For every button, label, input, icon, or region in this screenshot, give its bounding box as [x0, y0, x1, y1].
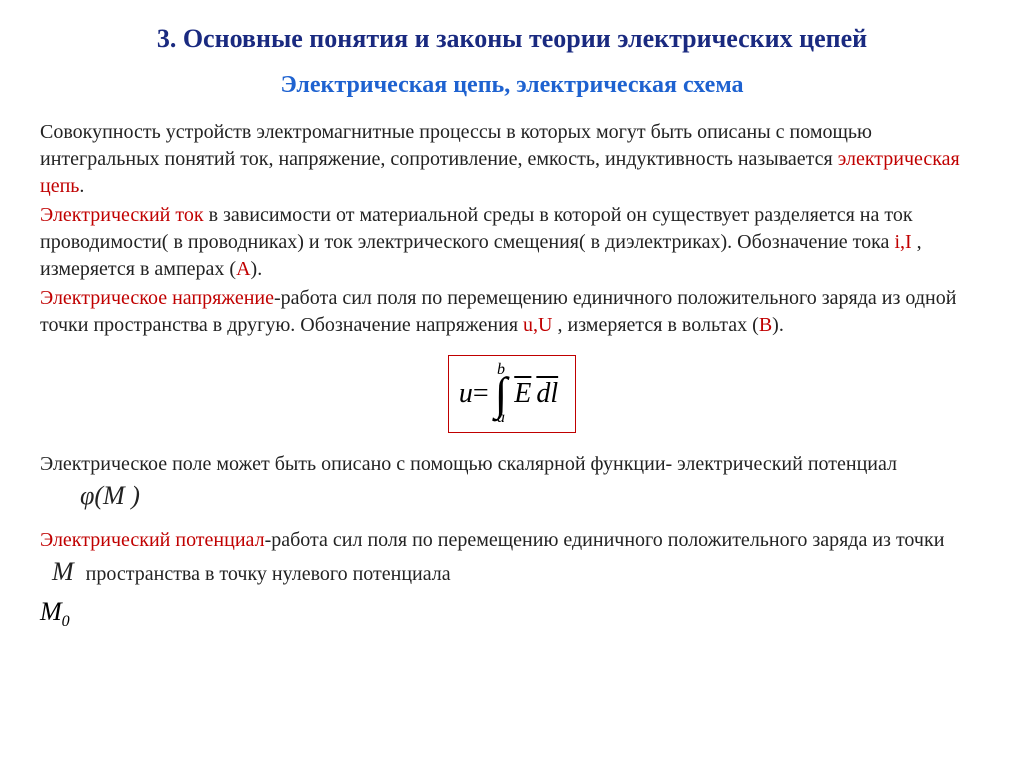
paragraph-field-potential: Электрическое поле может быть описано с …: [40, 451, 984, 513]
vector-dl: dl: [535, 378, 559, 410]
symbol-M: M: [52, 554, 74, 589]
page-subtitle: Электрическая цепь, электрическая схема: [40, 72, 984, 99]
unit-ampere: А: [236, 258, 250, 280]
term-voltage: Электрическое напряжение: [40, 287, 274, 309]
text: ).: [251, 258, 263, 280]
voltage-integral-formula: u = b ∫ a E dl: [448, 355, 576, 433]
slide: 3. Основные понятия и законы теории элек…: [0, 0, 1024, 652]
text: пространства в точку нулевого потенциала: [86, 561, 451, 588]
text: Совокупность устройств электромагнитные …: [40, 121, 872, 170]
integral-symbol: b ∫ a: [495, 362, 508, 426]
formula-equals: =: [473, 378, 489, 410]
paragraph-current-def: Электрический ток в зависимости от матер…: [40, 202, 984, 283]
page-title: 3. Основные понятия и законы теории элек…: [40, 24, 984, 54]
symbol-voltage: u,U: [523, 314, 552, 336]
symbol-current: i,I: [894, 231, 911, 253]
symbol-M0: M0: [40, 597, 70, 631]
paragraph-potential-def: Электрический потенциал-работа сил поля …: [40, 527, 984, 589]
term-current: Электрический ток: [40, 204, 204, 226]
integral-lower: a: [497, 410, 505, 426]
vector-E: E: [513, 378, 532, 410]
text: , измеряется в вольтах (: [552, 314, 758, 336]
paragraph-voltage-def: Электрическое напряжение-работа сил поля…: [40, 285, 984, 339]
term-potential: Электрический потенциал: [40, 527, 265, 554]
symbol-phi-M: φ(M ): [80, 478, 140, 513]
text: ).: [772, 314, 784, 336]
formula-container: u = b ∫ a E dl: [40, 341, 984, 451]
paragraph-circuit-def: Совокупность устройств электромагнитные …: [40, 119, 984, 200]
text: Электрическое поле может быть описано с …: [40, 451, 897, 478]
text: .: [79, 175, 84, 197]
text: -работа сил поля по перемещению единично…: [265, 527, 945, 554]
unit-volt: В: [759, 314, 772, 336]
formula-lhs: u: [459, 378, 473, 410]
